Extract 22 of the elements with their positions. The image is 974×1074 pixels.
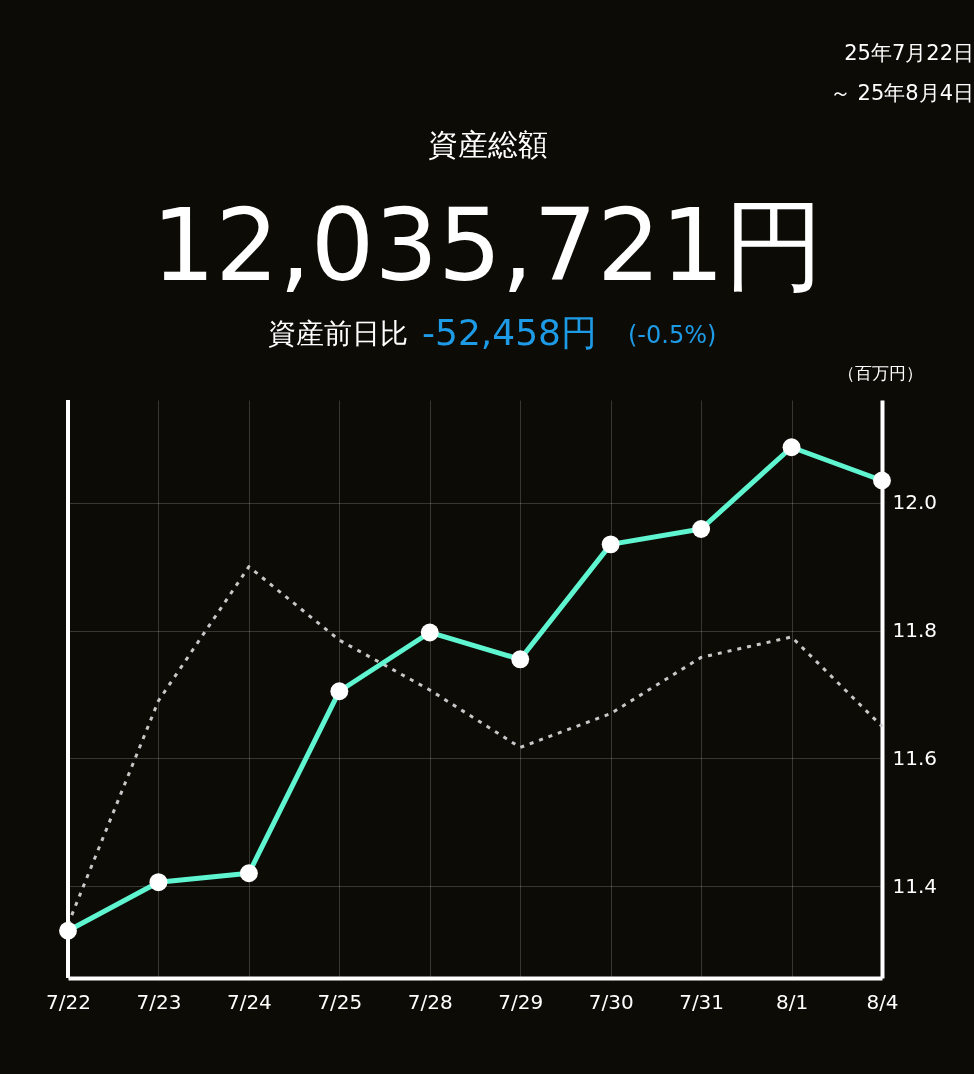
text: ～ 25年8月4日	[829, 81, 974, 105]
x-tick-label: 7/29	[498, 989, 544, 1014]
y-tick-label: 12.0	[892, 490, 938, 515]
text: 25年7月22日	[844, 41, 974, 65]
y-tick-label: 11.4	[892, 873, 938, 898]
x-tick-label: 8/4	[866, 989, 899, 1014]
text: 資産前日比	[268, 317, 408, 350]
x-tick-label: 7/25	[317, 989, 363, 1014]
x-tick-label: 7/30	[588, 989, 634, 1014]
text: -52,458円	[422, 312, 597, 353]
x-tick-label: 7/31	[679, 989, 725, 1014]
y-tick-label: 11.8	[892, 618, 938, 643]
x-tick-label: 7/28	[407, 989, 453, 1014]
x-tick-label: 7/22	[46, 989, 91, 1014]
x-tick-label: 7/23	[136, 989, 182, 1014]
y-axis-title: （百万円）	[837, 362, 923, 383]
y-tick-label: 11.6	[892, 745, 938, 770]
text: (-0.5%)	[628, 321, 717, 349]
x-tick-label: 8/1	[775, 989, 809, 1014]
chart-subtitle: 12,035,721円	[151, 187, 825, 304]
x-tick-label: 7/24	[226, 989, 272, 1014]
chart-title: 資産総額	[428, 127, 548, 162]
